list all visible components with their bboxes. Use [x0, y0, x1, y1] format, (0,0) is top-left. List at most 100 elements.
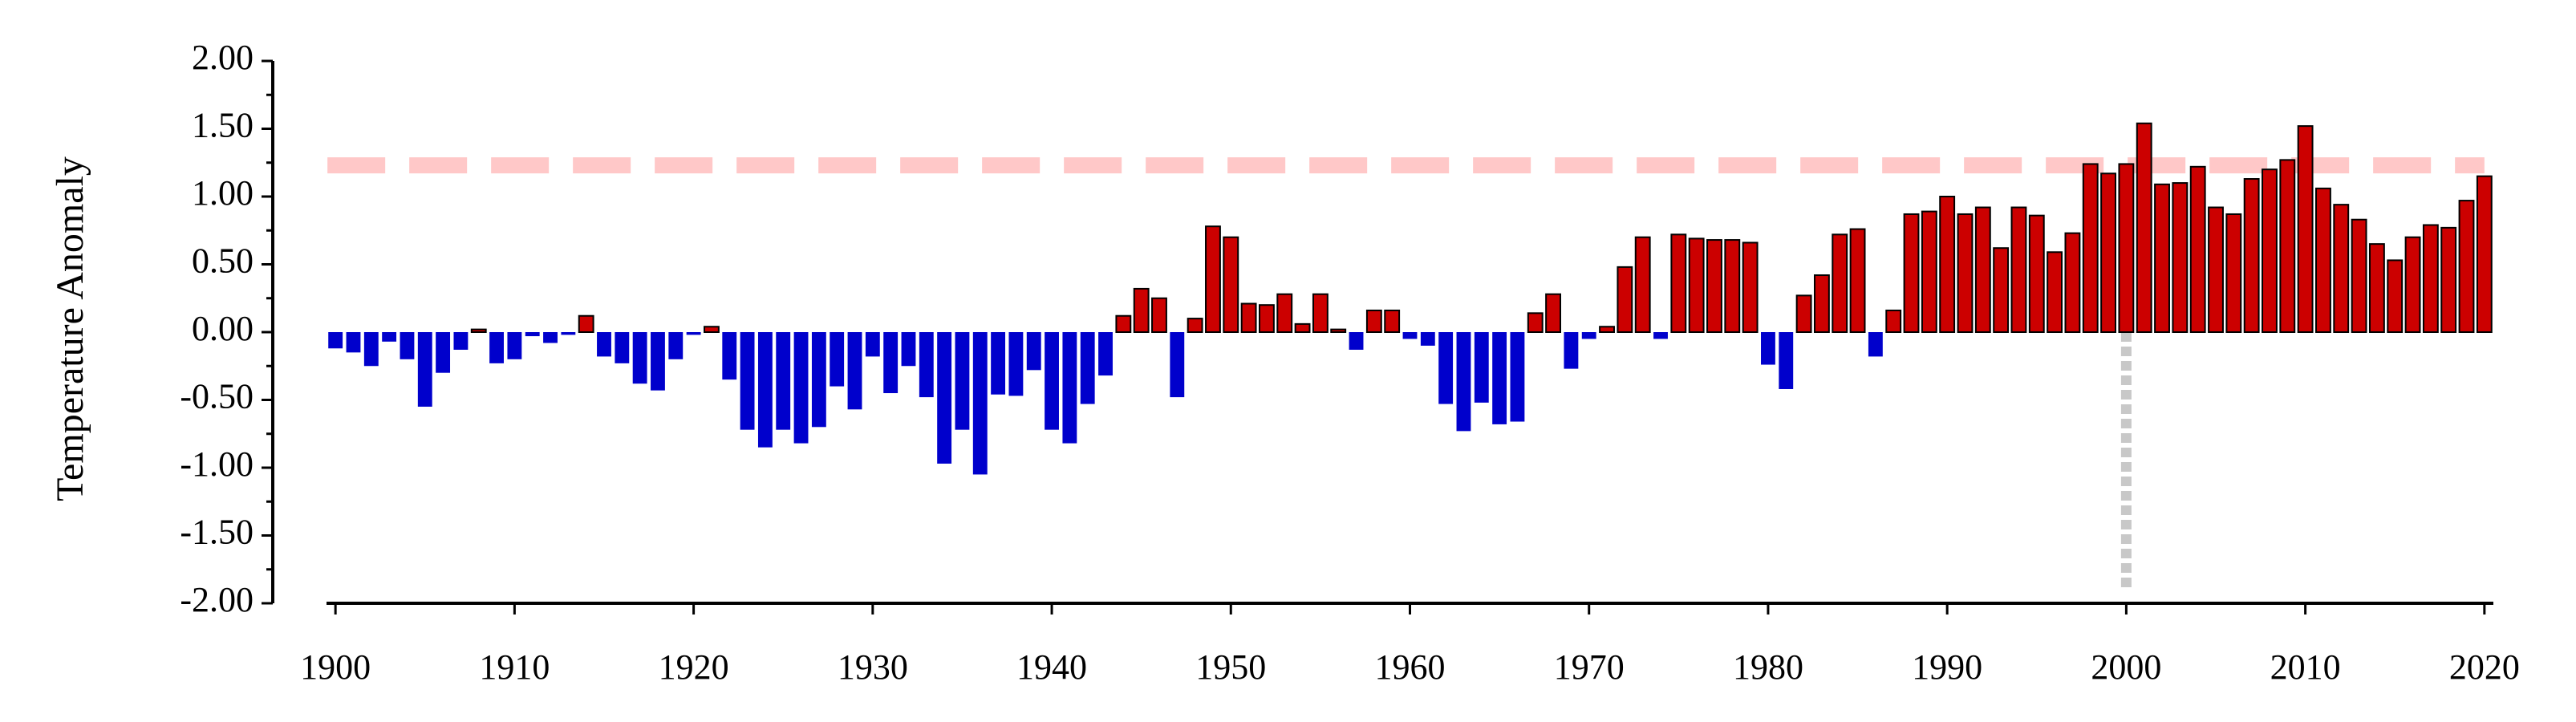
- bar: [757, 332, 773, 448]
- bar: [1474, 332, 1489, 403]
- bar: [1456, 332, 1471, 432]
- bar: [1349, 332, 1364, 350]
- bar: [507, 332, 522, 359]
- bar: [1688, 237, 1705, 334]
- bar: [470, 328, 487, 333]
- bar: [972, 332, 988, 475]
- x-tick-label: 1950: [1195, 647, 1266, 687]
- x-tick-label: 1920: [659, 647, 729, 687]
- bar: [2243, 178, 2260, 333]
- bar: [1545, 293, 1562, 333]
- bar: [1384, 309, 1401, 333]
- bar: [453, 332, 469, 350]
- bar: [811, 332, 826, 428]
- y-tick-label: -0.50: [180, 377, 254, 416]
- x-tick-label: 1940: [1016, 647, 1087, 687]
- bar: [2064, 232, 2081, 334]
- x-tick-label: 2020: [2449, 647, 2520, 687]
- bar: [651, 332, 665, 391]
- bar: [1724, 239, 1741, 333]
- bar: [346, 332, 361, 353]
- bar: [328, 332, 343, 349]
- bar: [1993, 247, 2010, 333]
- bar: [2476, 175, 2493, 333]
- bar: [1062, 332, 1077, 444]
- bar: [1312, 293, 1329, 333]
- bar: [1098, 332, 1113, 376]
- bar: [1957, 213, 1974, 333]
- bar: [1921, 210, 1937, 333]
- bar: [2279, 159, 2296, 333]
- bar: [1903, 213, 1920, 333]
- bar: [2010, 206, 2027, 333]
- bar: [1939, 196, 1956, 333]
- bar: [2100, 172, 2116, 333]
- bar: [1402, 332, 1418, 339]
- bar: [2351, 218, 2367, 334]
- bar: [1599, 326, 1615, 333]
- bar: [1742, 241, 1759, 333]
- y-tick-label: -2.00: [180, 580, 254, 619]
- x-tick-label: 1970: [1554, 647, 1625, 687]
- bar: [1151, 297, 1167, 333]
- bar: [632, 332, 647, 384]
- bar: [2422, 224, 2439, 333]
- bar: [363, 332, 379, 367]
- bar: [1761, 332, 1775, 365]
- bar: [2118, 163, 2135, 333]
- bar: [1045, 332, 1059, 430]
- bar: [1026, 332, 1041, 371]
- bar: [417, 332, 432, 407]
- bar: [1581, 332, 1596, 339]
- bar: [2028, 214, 2045, 333]
- bar: [1276, 293, 1293, 333]
- bar: [2262, 168, 2278, 333]
- x-tick-label: 2000: [2091, 647, 2161, 687]
- bar: [740, 332, 755, 430]
- bar: [2154, 183, 2170, 333]
- bar: [2082, 163, 2099, 333]
- bar: [2297, 125, 2314, 333]
- x-tick-label: 1930: [838, 647, 908, 687]
- x-tick-label: 1990: [1912, 647, 1982, 687]
- y-axis-label: Temperature Anomaly: [49, 156, 91, 501]
- bar: [1492, 332, 1507, 424]
- bar: [704, 326, 720, 333]
- bar: [1795, 294, 1812, 333]
- bar: [1885, 309, 1902, 333]
- bar: [1849, 228, 1866, 333]
- bar: [991, 332, 1006, 395]
- y-tick-label: -1.50: [180, 513, 254, 552]
- bar: [793, 332, 809, 444]
- bar: [1008, 332, 1024, 396]
- bar: [1813, 274, 1830, 333]
- bar: [2315, 187, 2331, 333]
- bar: [1170, 332, 1185, 398]
- x-tick-label: 2010: [2270, 647, 2341, 687]
- bar: [2136, 122, 2152, 334]
- bar: [919, 332, 934, 398]
- bar: [2333, 204, 2350, 333]
- bar: [1653, 332, 1668, 339]
- y-tick-label: -1.00: [180, 444, 254, 484]
- bar: [2458, 200, 2475, 333]
- bar: [578, 314, 594, 334]
- bar: [2225, 213, 2242, 333]
- bar: [830, 332, 845, 387]
- bar: [847, 332, 862, 410]
- bar: [901, 332, 916, 367]
- bar: [525, 332, 540, 337]
- bar: [597, 332, 611, 357]
- bar: [2047, 251, 2063, 334]
- bar: [1294, 322, 1311, 333]
- y-tick-label: 2.00: [192, 38, 254, 77]
- bar: [955, 332, 970, 430]
- bar: [1223, 236, 1239, 334]
- bar: [1365, 309, 1382, 333]
- bar: [1634, 236, 1651, 334]
- bar: [1832, 233, 1848, 334]
- bar: [561, 332, 576, 335]
- bar: [1240, 302, 1257, 334]
- bar: [1115, 314, 1132, 334]
- bar: [1868, 332, 1883, 357]
